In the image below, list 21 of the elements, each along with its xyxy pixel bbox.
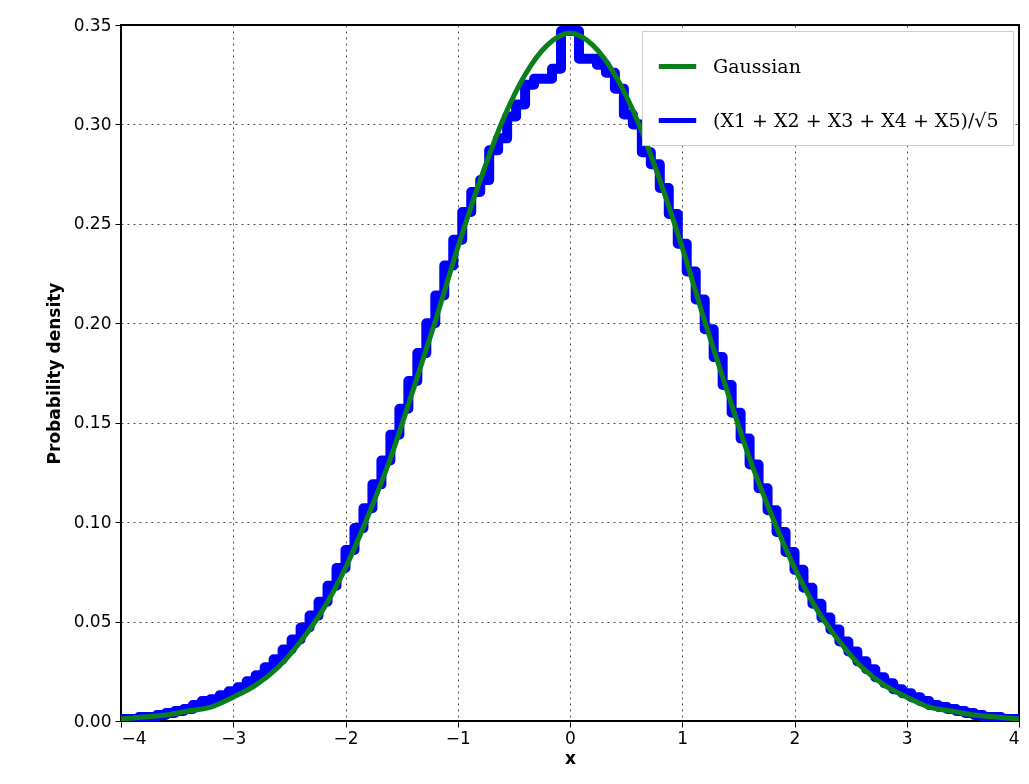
y-tick-label: 0.20 [73, 312, 112, 333]
legend-label: Gaussian [713, 54, 801, 77]
y-tick-label: 0.30 [73, 113, 112, 134]
y-tick-label: 0.10 [73, 511, 112, 532]
x-tick-label: 2 [789, 727, 801, 748]
x-tick-label: 3 [901, 727, 913, 748]
legend-label: (X1 + X2 + X3 + X4 + X5)/√5 [713, 108, 999, 131]
y-tick-label: 0.00 [73, 710, 112, 731]
y-tick-label: 0.15 [73, 412, 112, 433]
y-tick-label: 0.05 [73, 611, 112, 632]
y-tick-label: 0.35 [73, 14, 112, 35]
x-tick-label: −2 [333, 727, 359, 748]
x-tick-label: −4 [121, 727, 147, 748]
y-tick-label: 0.25 [73, 213, 112, 234]
x-axis-title: x [565, 747, 577, 768]
x-tick-label: −3 [221, 727, 247, 748]
x-tick-label: 0 [565, 727, 576, 748]
x-tick-label: −1 [445, 727, 471, 748]
x-tick-label: 1 [677, 727, 689, 748]
y-axis-title: Probability density [43, 282, 64, 465]
x-tick-label: 4 [1008, 727, 1020, 748]
